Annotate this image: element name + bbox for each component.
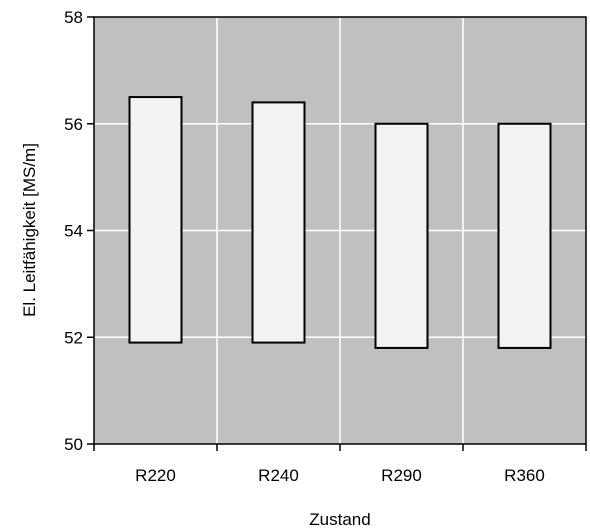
bars xyxy=(128,96,552,349)
y-tick-label-58: 58 xyxy=(64,8,83,27)
y-tick-label-56: 56 xyxy=(64,115,83,134)
x-axis-title: Zustand xyxy=(309,510,370,529)
bar-r360 xyxy=(497,122,552,349)
x-tick-label-r360: R360 xyxy=(504,466,545,485)
y-tick-label-54: 54 xyxy=(64,222,83,241)
x-tick-label-r240: R240 xyxy=(258,466,299,485)
y-axis-title: El. Leitfähigkeit [MS/m] xyxy=(20,143,39,317)
x-tick-labels: R220 R240 R290 R360 xyxy=(135,466,545,485)
x-tick-label-r220: R220 xyxy=(135,466,176,485)
y-tick-labels: 50 52 54 56 58 xyxy=(64,8,83,454)
bar-r240 xyxy=(251,101,306,344)
y-tick-label-52: 52 xyxy=(64,328,83,347)
bar-r220 xyxy=(128,96,183,344)
y-tick-label-50: 50 xyxy=(64,435,83,454)
x-tick-label-r290: R290 xyxy=(381,466,422,485)
bar-r290 xyxy=(374,122,429,349)
axes xyxy=(87,16,587,451)
